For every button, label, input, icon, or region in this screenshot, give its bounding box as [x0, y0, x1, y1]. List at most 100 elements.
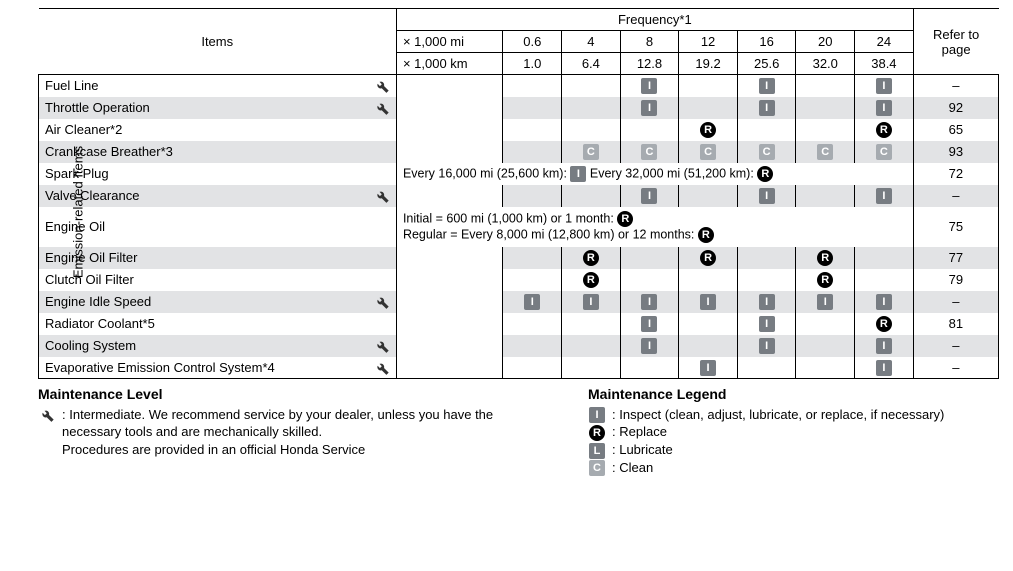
badge-i: I — [876, 78, 892, 94]
badge-i: I — [641, 78, 657, 94]
val-cell — [796, 185, 855, 207]
val-cell — [737, 357, 796, 379]
row-span: Every 16,000 mi (25,600 km): I Every 32,… — [396, 163, 913, 185]
badge-r: R — [817, 272, 833, 288]
hdr-km-1: 6.4 — [562, 53, 621, 75]
badge-i: I — [876, 294, 892, 310]
wrench-icon — [38, 406, 56, 459]
badge-i: I — [759, 78, 775, 94]
val-cell — [562, 185, 621, 207]
page-cell: – — [913, 75, 998, 97]
row-span: Initial = 600 mi (1,000 km) or 1 month: … — [396, 207, 913, 247]
badge-i: I — [876, 338, 892, 354]
table-row: Engine Oil FilterRRR77 — [39, 247, 999, 269]
val-cell — [679, 185, 738, 207]
hdr-mi-0: 0.6 — [503, 31, 562, 53]
unit-blank — [396, 75, 503, 97]
val-cell: C — [796, 141, 855, 163]
badge-i: I — [817, 294, 833, 310]
val-cell — [620, 269, 679, 291]
table-row: Crankcase Breather*3CCCCCC93 — [39, 141, 999, 163]
badge-i: I — [876, 100, 892, 116]
val-cell: C — [679, 141, 738, 163]
row-name: Radiator Coolant*5 — [39, 313, 369, 335]
val-cell: I — [855, 291, 914, 313]
wrench-cell — [369, 163, 397, 185]
hdr-mi-3: 12 — [679, 31, 738, 53]
val-cell: R — [796, 269, 855, 291]
badge-r: R — [817, 250, 833, 266]
hdr-mi-2: 8 — [620, 31, 679, 53]
wrench-cell — [369, 119, 397, 141]
page-cell: 93 — [913, 141, 998, 163]
val-cell — [855, 269, 914, 291]
val-cell: C — [855, 141, 914, 163]
hdr-km-4: 25.6 — [737, 53, 796, 75]
table-row: Spark Plug Every 16,000 mi (25,600 km): I… — [39, 163, 999, 185]
legend-r: : Replace — [612, 423, 999, 441]
val-cell — [503, 247, 562, 269]
val-cell: I — [503, 291, 562, 313]
row-name: Evaporative Emission Control System*4 — [39, 357, 369, 379]
table-row: Clutch Oil FilterRR79 — [39, 269, 999, 291]
wrench-cell — [369, 291, 397, 313]
hdr-items: Items — [39, 9, 397, 75]
side-label: Emission-related Items — [71, 146, 86, 278]
row-name: Spark Plug — [39, 163, 369, 185]
badge-c: C — [759, 144, 775, 160]
val-cell — [503, 97, 562, 119]
val-cell — [503, 335, 562, 357]
hdr-mi-1: 4 — [562, 31, 621, 53]
wrench-cell — [369, 335, 397, 357]
val-cell — [796, 335, 855, 357]
badge-r: R — [876, 316, 892, 332]
val-cell — [679, 335, 738, 357]
badge-i: I — [700, 360, 716, 376]
level-title: Maintenance Level — [38, 385, 538, 404]
val-cell — [503, 141, 562, 163]
legend-title: Maintenance Legend — [588, 385, 999, 404]
row-name: Cooling System — [39, 335, 369, 357]
hdr-mi-4: 16 — [737, 31, 796, 53]
page-cell: – — [913, 335, 998, 357]
wrench-cell — [369, 247, 397, 269]
page-cell: – — [913, 291, 998, 313]
legend-badge-i: I — [589, 407, 605, 423]
unit-blank — [396, 97, 503, 119]
val-cell — [737, 247, 796, 269]
wrench-cell — [369, 185, 397, 207]
unit-blank — [396, 269, 503, 291]
val-cell — [503, 119, 562, 141]
badge-i: I — [759, 294, 775, 310]
legend-i: : Inspect (clean, adjust, lubricate, or … — [612, 406, 999, 424]
val-cell: I — [562, 291, 621, 313]
unit-blank — [396, 313, 503, 335]
page-cell: – — [913, 357, 998, 379]
val-cell: I — [737, 335, 796, 357]
badge-i: I — [524, 294, 540, 310]
val-cell: R — [796, 247, 855, 269]
badge-i: I — [583, 294, 599, 310]
val-cell — [737, 119, 796, 141]
table-row: Engine OilInitial = 600 mi (1,000 km) or… — [39, 207, 999, 247]
row-name: Valve Clearance — [39, 185, 369, 207]
page-cell: – — [913, 185, 998, 207]
badge-r: R — [700, 250, 716, 266]
badge-r: R — [583, 272, 599, 288]
wrench-cell — [369, 207, 397, 247]
unit-blank — [396, 247, 503, 269]
val-cell — [679, 75, 738, 97]
badge-i: I — [876, 188, 892, 204]
badge-r: R — [757, 166, 773, 182]
page-cell: 92 — [913, 97, 998, 119]
val-cell — [796, 313, 855, 335]
wrench-cell — [369, 357, 397, 379]
val-cell: I — [737, 291, 796, 313]
page-cell: 75 — [913, 207, 998, 247]
val-cell: I — [620, 97, 679, 119]
badge-i: I — [759, 316, 775, 332]
table-row: Evaporative Emission Control System*4II– — [39, 357, 999, 379]
val-cell: R — [562, 247, 621, 269]
val-cell — [503, 185, 562, 207]
unit-blank — [396, 141, 503, 163]
